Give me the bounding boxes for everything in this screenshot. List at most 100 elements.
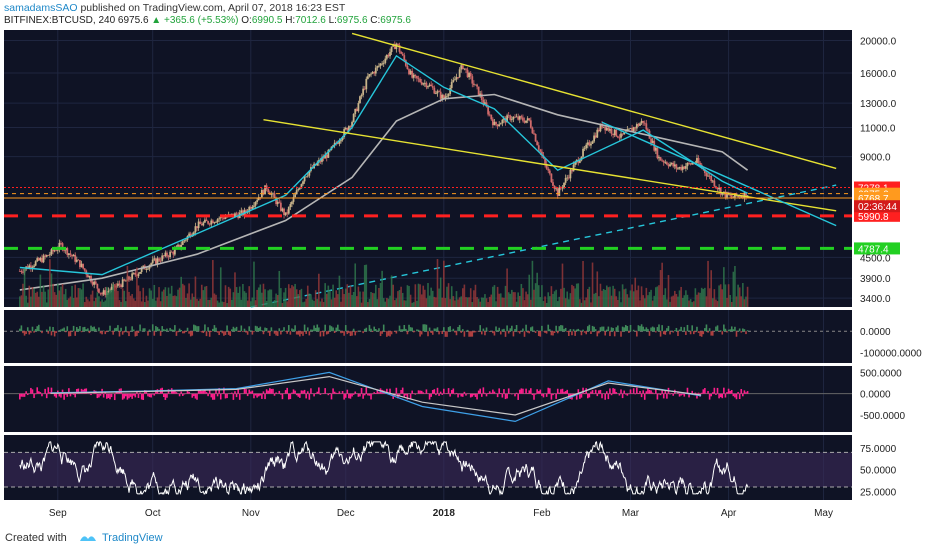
vol-tick-label: -100000.0000	[860, 348, 922, 359]
volume-bar	[177, 289, 179, 307]
macd-hist-bar	[351, 393, 353, 397]
level-label: 5990.8	[858, 212, 889, 223]
vol-osc-bar	[620, 331, 622, 337]
candle-body	[359, 96, 361, 104]
candle-body	[192, 232, 195, 235]
candle-body	[479, 93, 482, 96]
macd-hist-bar	[284, 390, 287, 394]
candle-body	[316, 162, 319, 166]
volume-bar	[656, 286, 659, 307]
vol-osc-bar	[303, 324, 306, 332]
candle-body	[707, 175, 709, 177]
volume-bar	[200, 284, 203, 307]
vol-osc-bar	[72, 325, 75, 332]
vol-osc-bar	[98, 327, 100, 332]
volume-bar	[189, 299, 192, 307]
volume-bar	[723, 267, 725, 307]
volume-bar	[104, 300, 107, 307]
vol-osc-bar	[723, 324, 725, 332]
candle-body	[325, 154, 328, 158]
candle-body	[496, 124, 499, 127]
volume-bar	[379, 283, 382, 307]
macd-hist-bar	[503, 389, 505, 394]
vol-osc-bar	[45, 329, 48, 332]
vol-osc-bar	[504, 331, 507, 337]
vol-osc-bar	[702, 331, 705, 335]
macd-hist-bar	[643, 393, 646, 400]
candle-body	[365, 78, 368, 90]
macd-hist-bar	[647, 387, 649, 394]
author-name[interactable]: samadamsSAO	[4, 2, 78, 14]
candle-body	[582, 148, 584, 157]
volume-bar	[183, 285, 186, 307]
candle-body	[56, 249, 59, 251]
volume-bar	[194, 276, 197, 307]
candle-body	[79, 260, 81, 268]
candle-body	[628, 128, 630, 130]
candle-body	[223, 217, 225, 219]
candle-body	[279, 202, 282, 211]
vol-osc-bar	[289, 331, 292, 335]
candle-body	[366, 76, 369, 79]
candle-body	[338, 141, 341, 144]
candle-body	[430, 84, 433, 87]
vol-osc-bar	[189, 331, 192, 337]
macd-hist-bar	[90, 393, 92, 396]
vol-osc-bar	[613, 331, 616, 337]
volume-bar	[110, 289, 113, 307]
macd-hist-bar	[664, 390, 667, 394]
macd-hist-bar	[463, 391, 466, 394]
vol-osc-bar	[305, 331, 307, 334]
volume-bar	[681, 298, 684, 307]
macd-hist-bar	[526, 393, 529, 394]
volume-bar	[31, 286, 34, 307]
vol-osc-bar	[454, 331, 456, 333]
candle-body	[484, 102, 486, 104]
macd-hist-bar	[435, 393, 437, 396]
macd-hist-bar	[409, 393, 412, 399]
volume-bar	[248, 286, 251, 307]
candle-body	[381, 63, 384, 65]
vol-osc-bar	[262, 331, 265, 335]
vol-osc-bar	[221, 331, 224, 334]
candle-body	[517, 116, 520, 120]
macd-hist-bar	[496, 393, 499, 398]
candle-body	[604, 126, 607, 131]
chart-canvas[interactable]: 20000.016000.013000.011000.09000.04500.0…	[0, 30, 932, 527]
candle-body	[599, 124, 602, 132]
macd-hist-bar	[181, 393, 184, 396]
macd-hist-bar	[558, 392, 561, 394]
volume-bar	[424, 289, 426, 307]
candle-body	[431, 86, 434, 88]
macd-hist-bar	[223, 387, 225, 394]
candle-body	[428, 84, 431, 87]
macd-hist-bar	[49, 392, 51, 394]
volume-bar	[405, 300, 407, 307]
volume-bar	[466, 297, 469, 307]
vol-osc-bar	[417, 329, 420, 332]
macd-hist-bar	[291, 392, 293, 394]
candle-body	[181, 241, 184, 245]
macd-hist-bar	[329, 393, 331, 394]
candle-body	[213, 222, 216, 224]
candle-body	[534, 134, 537, 142]
volume-bar	[267, 290, 270, 307]
candle-body	[452, 80, 455, 82]
candle-body	[664, 162, 667, 164]
vol-osc-bar	[354, 331, 357, 336]
candle-body	[352, 113, 355, 123]
candle-body	[72, 254, 75, 257]
tradingview-brand[interactable]: TradingView	[102, 532, 163, 544]
macd-hist-bar	[212, 393, 214, 400]
macd-hist-bar	[634, 393, 637, 395]
macd-hist-bar	[250, 391, 252, 394]
candle-body	[107, 290, 110, 292]
candle-body	[129, 279, 132, 281]
candle-body	[240, 210, 243, 213]
candle-body	[94, 281, 97, 284]
vol-osc-bar	[292, 329, 295, 332]
candle-body	[69, 253, 72, 255]
volume-bar	[697, 292, 700, 307]
candle-body	[63, 250, 66, 251]
vol-osc-bar	[370, 328, 372, 332]
